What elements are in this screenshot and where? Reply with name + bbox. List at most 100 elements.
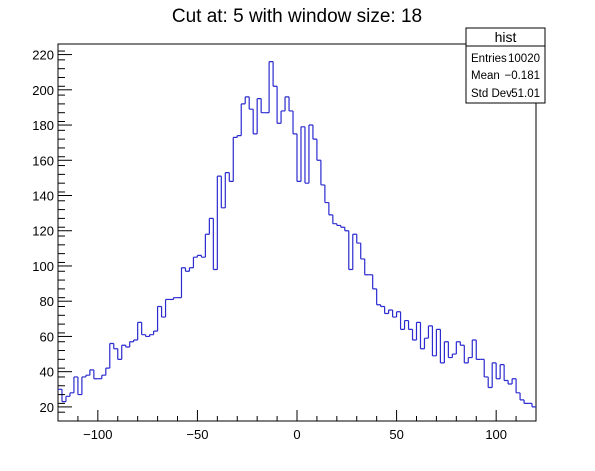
- stats-stddev-label: Std Dev: [471, 88, 512, 100]
- histogram-bin: [372, 274, 377, 290]
- histogram-bin: [300, 126, 305, 182]
- histogram-bin: [188, 267, 194, 272]
- y-tick-label: 140: [32, 189, 54, 204]
- histogram-bin: [81, 376, 86, 395]
- histogram-bin: [491, 362, 497, 388]
- stats-entries-value: 10020: [508, 53, 540, 65]
- histogram-bin: [156, 305, 162, 332]
- histogram-bin: [463, 345, 469, 364]
- histogram-bin: [232, 136, 238, 182]
- histogram-bin: [292, 110, 297, 135]
- histogram-bin: [304, 126, 309, 184]
- histogram-bin: [280, 110, 286, 124]
- plot-frame: [57, 43, 537, 422]
- histogram-bin: [340, 225, 345, 228]
- x-tick-label: 50: [389, 427, 403, 442]
- stats-mean-label: Mean: [471, 70, 500, 82]
- histogram-layer: [58, 61, 536, 408]
- histogram-bin: [328, 202, 333, 216]
- histogram-bin: [101, 374, 106, 379]
- histogram-bin: [467, 356, 473, 363]
- x-tick-label: 100: [485, 427, 507, 442]
- histogram-bin: [439, 329, 445, 364]
- histogram-bin: [268, 61, 274, 113]
- histogram-bin: [153, 330, 158, 335]
- histogram-bin: [312, 125, 317, 140]
- histogram-bin: [272, 61, 278, 87]
- histogram-bin: [360, 243, 365, 260]
- y-tick-label: 20: [40, 400, 54, 415]
- histogram-bin: [256, 98, 262, 134]
- histogram-bin: [288, 96, 294, 112]
- stats-entries-label: Entries: [471, 53, 507, 65]
- y-tick-label: 180: [32, 118, 54, 133]
- y-tick-label: 220: [32, 48, 54, 63]
- histogram-bin: [172, 297, 178, 300]
- histogram-bin: [133, 339, 138, 342]
- histogram-bin: [511, 378, 517, 385]
- histogram-bin: [427, 325, 433, 339]
- histogram-bin: [220, 176, 226, 209]
- y-tick-label: 120: [32, 224, 54, 239]
- histogram-bin: [403, 319, 409, 330]
- histogram-bin: [121, 344, 126, 360]
- histogram-bin: [499, 364, 505, 379]
- histogram-bin: [423, 337, 429, 349]
- histogram-bin: [260, 98, 266, 114]
- histogram-bin: [77, 376, 82, 396]
- x-tick-label: −100: [83, 427, 112, 442]
- histogram-bin: [399, 311, 405, 330]
- histogram-bin: [519, 392, 525, 401]
- histogram-bin: [395, 311, 401, 318]
- histogram-bin: [352, 233, 357, 270]
- histogram-bin: [240, 103, 246, 136]
- histogram-bin: [431, 325, 437, 357]
- histogram-bin: [180, 267, 186, 298]
- stats-box-title: hist: [495, 29, 517, 45]
- histogram-bin: [125, 345, 130, 348]
- histogram-bin: [228, 172, 234, 183]
- histogram-bin: [523, 399, 529, 404]
- histogram-bin: [443, 341, 449, 363]
- y-tick-label: 100: [32, 259, 54, 274]
- histogram-bin: [244, 96, 250, 104]
- histogram-bin: [192, 256, 198, 268]
- histogram-bin: [196, 254, 202, 258]
- histogram-bin: [216, 175, 222, 270]
- histogram-bin: [475, 339, 481, 360]
- histogram-bin: [105, 367, 110, 376]
- histogram-bin: [388, 309, 393, 314]
- histogram-bin: [415, 321, 421, 340]
- histogram-bin: [495, 362, 501, 380]
- histogram-bin: [89, 369, 94, 376]
- histogram-bin: [224, 172, 230, 208]
- histogram-bin: [252, 109, 258, 135]
- histogram-bin: [320, 160, 325, 186]
- histogram-bin: [364, 258, 369, 276]
- histogram-bin: [407, 320, 413, 330]
- histogram-bin: [164, 298, 170, 318]
- histogram-bin: [324, 184, 329, 204]
- histogram-bin: [160, 306, 166, 318]
- histogram-bin: [451, 353, 457, 358]
- histogram-bin: [316, 139, 321, 161]
- histogram-bin: [487, 376, 493, 389]
- histogram-bin: [149, 334, 154, 337]
- histogram-bin: [61, 389, 66, 403]
- histogram-bin: [411, 329, 417, 341]
- histogram-bin: [204, 233, 210, 258]
- stats-box: hist Entries 10020 Mean −0.181 Std Dev 5…: [465, 27, 546, 104]
- histogram-bin: [284, 96, 290, 111]
- y-tick-label: 80: [40, 294, 54, 309]
- axis-layer: −100 −50 0 50 100204060801001201401601802002…: [32, 48, 537, 442]
- histogram-bin: [184, 267, 190, 272]
- x-tick-label: −50: [186, 427, 208, 442]
- histogram-bin: [392, 310, 397, 318]
- histogram-bin: [419, 322, 425, 350]
- histogram-bin: [531, 403, 536, 408]
- histogram-bin: [455, 341, 461, 355]
- histogram-bin: [447, 341, 453, 359]
- histogram-bin: [376, 288, 381, 306]
- histogram-bin: [248, 96, 254, 110]
